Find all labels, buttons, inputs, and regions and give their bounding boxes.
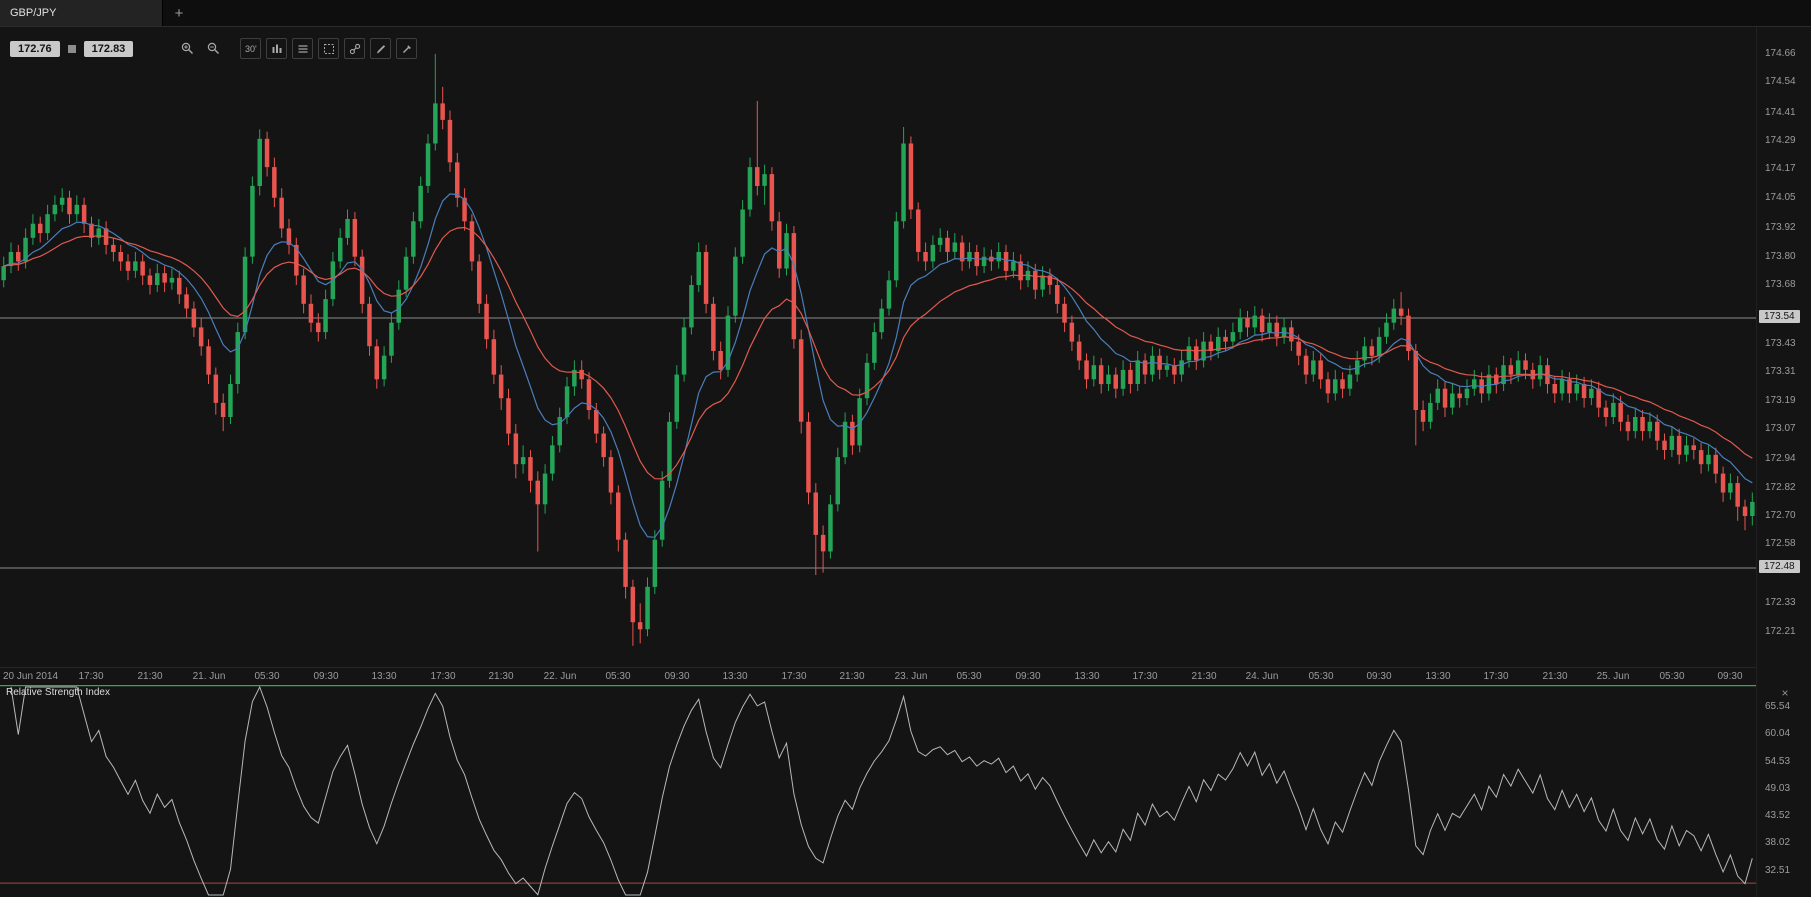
time-label: 09:30 <box>1015 671 1041 682</box>
time-label: 21:30 <box>1542 671 1568 682</box>
axis-tick: 174.66 <box>1765 48 1796 59</box>
chart-toolbar: 172.76 172.83 30' <box>10 38 418 59</box>
axis-tick: 172.82 <box>1765 482 1796 493</box>
time-label: 24. Jun <box>1245 671 1279 682</box>
link-charts-button[interactable] <box>344 38 366 59</box>
ask-price-badge: 172.83 <box>83 40 134 57</box>
time-label: 21:30 <box>488 671 514 682</box>
time-label: 21. Jun <box>192 671 226 682</box>
time-label: 09:30 <box>1366 671 1392 682</box>
ma_fast-line <box>3 193 1753 538</box>
zoom-in-button[interactable] <box>177 38 198 59</box>
draw-pencil-button[interactable] <box>370 38 392 59</box>
time-label: 05:30 <box>956 671 982 682</box>
axis-tick: 173.43 <box>1765 338 1796 349</box>
link-icon <box>349 43 360 54</box>
time-label: 05:30 <box>1659 671 1685 682</box>
bar-chart-icon <box>272 44 282 53</box>
axis-tick: 173.68 <box>1765 279 1796 290</box>
time-label: 17:30 <box>430 671 456 682</box>
timeframe-button[interactable]: 30' <box>240 38 262 59</box>
axis-tick: 32.51 <box>1765 865 1791 876</box>
time-label: 21:30 <box>137 671 163 682</box>
rsi-title: Relative Strength Index <box>6 687 110 698</box>
time-label: 21:30 <box>839 671 865 682</box>
rsi-chart-canvas[interactable] <box>0 685 1756 897</box>
template-grid-icon <box>323 43 334 54</box>
time-label: 09:30 <box>313 671 339 682</box>
time-label: 20 Jun 2014 <box>3 671 59 682</box>
price-line-label: 173.54 <box>1759 310 1800 323</box>
axis-tick: 172.21 <box>1765 626 1796 637</box>
time-label: 05:30 <box>1308 671 1334 682</box>
axis-tick: 38.02 <box>1765 837 1791 848</box>
zoom-out-icon <box>208 42 220 54</box>
add-tab-button[interactable]: + <box>174 4 184 22</box>
chart-type-button[interactable] <box>266 38 288 59</box>
axis-tick: 174.29 <box>1765 135 1796 146</box>
templates-button[interactable] <box>318 38 340 59</box>
axis-tick: 174.41 <box>1765 107 1796 118</box>
tab-label: GBP/JPY <box>10 7 57 19</box>
indicators-button[interactable] <box>292 38 314 59</box>
axis-tick: 174.17 <box>1765 163 1796 174</box>
zoom-in-icon <box>182 42 194 54</box>
axis-tick: 54.53 <box>1765 756 1791 767</box>
bid-price-badge: 172.76 <box>10 40 60 57</box>
brush-icon <box>402 44 411 53</box>
time-label: 09:30 <box>664 671 690 682</box>
axis-tick: 49.03 <box>1765 783 1791 794</box>
time-label: 05:30 <box>605 671 631 682</box>
time-label: 13:30 <box>1425 671 1451 682</box>
time-label: 21:30 <box>1191 671 1217 682</box>
axis-tick: 173.92 <box>1765 222 1796 233</box>
axis-tick: 43.52 <box>1765 810 1791 821</box>
axis-tick: 173.31 <box>1765 366 1796 377</box>
price-axis[interactable]: 174.66 174.54 174.41 174.29 174.17 174.05 173.… <box>1756 27 1811 897</box>
time-label: 13:30 <box>371 671 397 682</box>
axis-tick: 173.19 <box>1765 395 1796 406</box>
price-line-label: 172.48 <box>1759 560 1800 573</box>
indicator-lines-icon <box>298 44 308 53</box>
rsi-line <box>10 685 1753 896</box>
timeframe-label: 30' <box>244 43 257 54</box>
time-axis[interactable]: 20 Jun 2014 17:30 21:30 21. Jun 05:30 09:30 13… <box>0 669 1756 685</box>
price-chart-canvas[interactable] <box>0 27 1756 667</box>
spread-indicator <box>67 44 76 53</box>
time-label: 13:30 <box>1074 671 1100 682</box>
rsi-pane: Relative Strength Index <box>0 685 1756 897</box>
axis-tick: 60.04 <box>1765 728 1791 739</box>
axis-tick: 174.54 <box>1765 76 1796 87</box>
candles <box>1 53 1755 646</box>
pencil-icon <box>376 44 385 53</box>
axis-tick: 172.58 <box>1765 538 1796 549</box>
time-label: 17:30 <box>1132 671 1158 682</box>
time-label: 05:30 <box>254 671 280 682</box>
time-label: 09:30 <box>1717 671 1743 682</box>
price-pane <box>0 27 1756 668</box>
axis-tick: 65.54 <box>1765 701 1791 712</box>
ma_slow-line <box>3 226 1753 480</box>
rsi-close-button[interactable]: × <box>1781 686 1789 700</box>
time-label: 17:30 <box>1483 671 1509 682</box>
tab-gbpjpy[interactable]: GBP/JPY <box>0 0 163 26</box>
time-label: 23. Jun <box>894 671 928 682</box>
time-label: 13:30 <box>722 671 748 682</box>
time-label: 25. Jun <box>1596 671 1630 682</box>
axis-tick: 173.07 <box>1765 423 1796 434</box>
time-label: 17:30 <box>781 671 807 682</box>
time-label: 17:30 <box>78 671 104 682</box>
zoom-out-button[interactable] <box>203 38 224 59</box>
time-label: 22. Jun <box>543 671 577 682</box>
axis-tick: 172.70 <box>1765 510 1796 521</box>
axis-tick: 173.80 <box>1765 251 1796 262</box>
chart-area: 172.76 172.83 30' <box>0 27 1811 897</box>
axis-tick: 174.05 <box>1765 192 1796 203</box>
chart-tab-bar: GBP/JPY + <box>0 0 1811 27</box>
axis-tick: 172.94 <box>1765 453 1796 464</box>
axis-tick: 172.33 <box>1765 597 1796 608</box>
draw-brush-button[interactable] <box>396 38 418 59</box>
